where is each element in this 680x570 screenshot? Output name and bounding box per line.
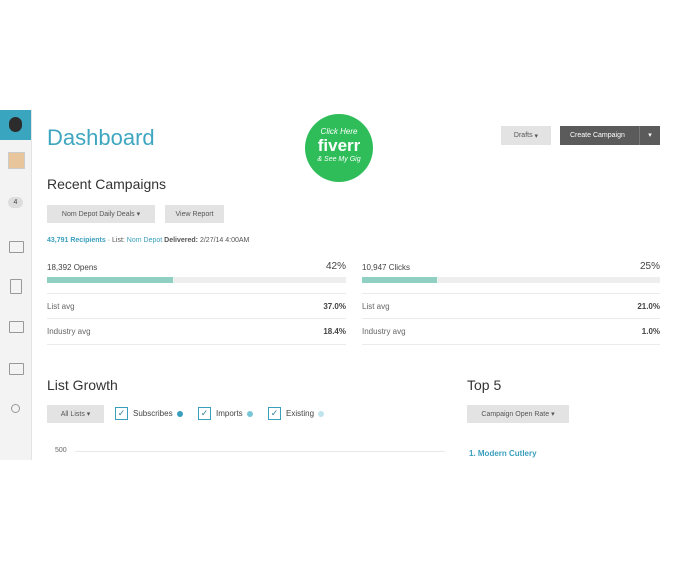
- divider: [47, 293, 346, 294]
- row-value: 1.0%: [641, 327, 660, 336]
- legend-dot: [246, 410, 253, 417]
- campaign-meta: 43,791 Recipients · List: Nom Depot Deli…: [47, 237, 249, 244]
- legend-dot: [318, 410, 325, 417]
- recipients[interactable]: 43,791 Recipients: [47, 237, 106, 244]
- legend-dot: [176, 410, 183, 417]
- stat-label: 18,392 Opens: [47, 263, 98, 272]
- y-tick-label: 500: [55, 447, 67, 454]
- option-label: Existing: [286, 409, 315, 418]
- list[interactable]: Nom Depot: [126, 237, 163, 244]
- option[interactable]: Subscribes: [133, 409, 183, 418]
- rate-dropdown[interactable]: Campaign Open Rate ▾: [467, 405, 569, 423]
- badge-line: Click Here: [320, 127, 358, 136]
- label: Campaign Open Rate: [481, 410, 550, 418]
- progress-track: [47, 277, 346, 283]
- row-label: Industry avg: [362, 327, 406, 336]
- badge-line: & See My Gig: [317, 156, 361, 163]
- option[interactable]: Existing: [286, 409, 325, 418]
- icon[interactable]: [9, 363, 24, 375]
- sidebar: 4: [0, 110, 32, 460]
- checkbox[interactable]: ✓: [115, 407, 128, 420]
- label: All Lists: [60, 410, 85, 418]
- delivered: 2/27/14 4:00AM: [199, 237, 250, 244]
- badge-brand: fiverr: [317, 136, 361, 155]
- divider: [362, 318, 660, 319]
- progress-bar: [47, 277, 173, 283]
- top-item[interactable]: 1. Modern Cutlery: [469, 449, 537, 458]
- drafts-button[interactable]: Drafts ▾: [501, 126, 551, 145]
- logo[interactable]: [0, 110, 31, 140]
- divider: [47, 318, 346, 319]
- row-label: List avg: [362, 302, 390, 311]
- row-value: 18.4%: [323, 327, 346, 336]
- badge[interactable]: 4: [8, 197, 23, 208]
- icon[interactable]: [9, 321, 24, 333]
- row-value: 37.0%: [323, 302, 346, 311]
- option-label: Imports: [216, 409, 243, 418]
- stat-percent: 25%: [639, 261, 660, 272]
- row-label: List avg: [47, 302, 75, 311]
- section-title: Recent Campaigns: [47, 176, 167, 192]
- divider: [362, 293, 660, 294]
- divider: [47, 344, 346, 345]
- view-report[interactable]: View Report: [165, 205, 224, 223]
- fiverr-badge[interactable]: Click Here fiverr & See My Gig: [305, 114, 373, 182]
- row-value: 21.0%: [637, 302, 660, 311]
- label: View Report: [175, 210, 214, 218]
- list-label: · List:: [107, 237, 125, 244]
- section-title: Top 5: [467, 377, 502, 393]
- axis-line: [75, 451, 445, 452]
- icon[interactable]: [10, 279, 22, 294]
- option-label: Subscribes: [133, 409, 173, 418]
- progress-bar: [362, 277, 437, 283]
- divider: [362, 344, 660, 345]
- option[interactable]: Imports: [216, 409, 253, 418]
- section-title: List Growth: [47, 377, 118, 393]
- delivered-label: Delivered:: [164, 237, 199, 244]
- campaign-dropdown[interactable]: Nom Depot Daily Deals ▾: [47, 205, 155, 223]
- row-label: Industry avg: [47, 327, 91, 336]
- stat-percent: 42%: [325, 261, 346, 272]
- title: Dashboard: [47, 125, 155, 150]
- stat-label: 10,947 Clicks: [362, 263, 411, 272]
- label: Drafts: [513, 132, 533, 139]
- checkbox[interactable]: ✓: [198, 407, 211, 420]
- label: Nom Depot Daily Deals: [61, 210, 135, 218]
- create-button[interactable]: Create Campaign ▾: [560, 126, 660, 145]
- avatar[interactable]: [8, 152, 25, 169]
- icon[interactable]: [11, 404, 20, 413]
- progress-track: [362, 277, 660, 283]
- checkbox[interactable]: ✓: [268, 407, 281, 420]
- icon[interactable]: [9, 241, 24, 253]
- lists-dropdown[interactable]: All Lists ▾: [47, 405, 104, 423]
- label: Create Campaign: [570, 132, 625, 139]
